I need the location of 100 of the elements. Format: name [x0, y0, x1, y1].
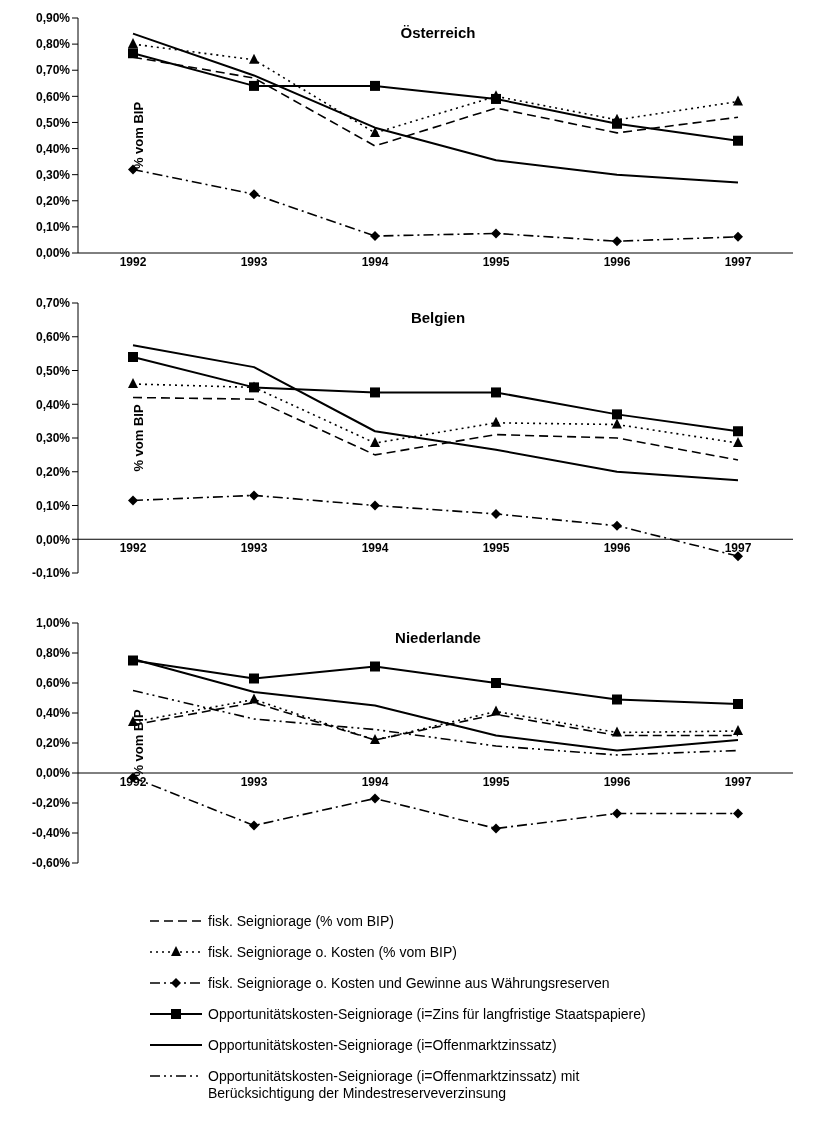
point	[733, 231, 743, 242]
line-series	[132, 344, 739, 482]
y-tick-label: 0,70%	[35, 63, 71, 78]
x-tick-label: 1993	[240, 541, 268, 556]
y-tick-label: 0,10%	[35, 498, 71, 513]
y-tick-label: -0,20%	[31, 796, 71, 811]
y-tick-label: 0,70%	[35, 296, 71, 311]
y-axis-title: % vom BIP	[130, 404, 146, 472]
point	[128, 48, 138, 59]
y-tick-label: 0,00%	[35, 246, 71, 261]
point	[128, 38, 138, 49]
x-tick-label: 1994	[361, 541, 389, 556]
point	[491, 823, 501, 834]
y-tick-label: 0,30%	[35, 167, 71, 182]
y-tick-label: 0,00%	[35, 766, 71, 781]
point	[491, 228, 501, 239]
point	[128, 378, 138, 388]
point	[370, 80, 380, 91]
point	[370, 793, 380, 804]
point	[491, 416, 501, 427]
x-tick-label: 1997	[724, 541, 752, 556]
point	[733, 426, 743, 437]
legend-label: fisk. Seigniorage o. Kosten und Gewinne aus Währungsreserven	[208, 975, 610, 992]
point	[249, 189, 259, 200]
point	[491, 508, 501, 519]
point	[249, 673, 259, 684]
point	[733, 699, 743, 709]
y-tick-label: 0,40%	[35, 141, 71, 156]
y-tick-label: 1,00%	[35, 616, 71, 631]
x-tick-label: 1996	[603, 541, 631, 556]
y-tick-label: 0,40%	[35, 397, 71, 412]
x-tick-label: 1995	[482, 541, 510, 556]
x-tick-label: 1995	[482, 255, 510, 269]
point	[128, 655, 138, 666]
point	[733, 135, 743, 146]
point	[733, 725, 743, 735]
y-tick-label: 0,20%	[35, 194, 71, 209]
x-tick-label: 1997	[724, 255, 752, 269]
y-tick-label: 0,40%	[35, 706, 71, 721]
point	[612, 808, 622, 819]
x-tick-label: 1992	[119, 255, 147, 269]
y-tick-label: 0,80%	[35, 37, 71, 52]
point	[612, 236, 622, 247]
x-tick-label: 1994	[361, 255, 389, 269]
x-tick-label: 1997	[724, 775, 752, 789]
x-tick-label: 1992	[119, 541, 147, 556]
legend-label: fisk. Seigniorage o. Kosten (% vom BIP)	[208, 944, 457, 961]
point	[491, 387, 501, 398]
point	[612, 694, 622, 705]
y-tick-label: 0,20%	[35, 736, 71, 751]
point	[249, 490, 259, 501]
y-tick-label: 0,60%	[35, 330, 71, 345]
chart-title: Niederlande	[395, 629, 481, 646]
chart-title: Belgien	[410, 309, 466, 326]
x-tick-label: 1996	[603, 255, 631, 269]
y-tick-label: 0,00%	[35, 532, 71, 547]
y-tick-label: 0,10%	[35, 220, 71, 235]
point	[733, 95, 743, 106]
point	[612, 118, 622, 129]
point	[612, 409, 622, 420]
y-tick-label: -0,10%	[31, 566, 71, 581]
point	[612, 726, 622, 737]
point	[370, 387, 380, 398]
x-tick-label: 1993	[240, 255, 268, 269]
point	[612, 418, 622, 429]
x-tick-label: 1996	[603, 775, 631, 789]
y-tick-label: 0,60%	[35, 676, 71, 691]
point	[249, 80, 259, 91]
point	[249, 693, 259, 704]
point	[370, 437, 380, 448]
y-tick-label: 0,60%	[35, 89, 71, 104]
y-tick-label: -0,60%	[31, 856, 71, 871]
point	[491, 678, 501, 688]
point	[370, 500, 380, 511]
legend-label: fisk. Seigniorage (% vom BIP)	[208, 913, 394, 930]
point	[733, 551, 743, 562]
y-tick-label: -0,40%	[31, 826, 71, 841]
point	[370, 231, 380, 242]
point	[612, 520, 622, 531]
x-tick-label: 1994	[361, 775, 389, 789]
point	[491, 705, 501, 716]
chart-title: Österreich	[400, 24, 476, 41]
y-tick-label: 0,30%	[35, 431, 71, 446]
y-tick-label: 0,50%	[35, 115, 71, 130]
x-tick-label: 1993	[240, 775, 268, 789]
x-tick-label: 1995	[482, 775, 510, 789]
point	[249, 53, 259, 64]
point	[370, 661, 380, 672]
y-tick-label: 0,20%	[35, 465, 71, 480]
legend-label: Opportunitätskosten-Seigniorage (i=Offenmarktzinssatz) mit Berücksichtigung der Mindestreserveverzinsung	[208, 1068, 581, 1102]
y-axis-title: % vom BIP	[130, 101, 146, 170]
point	[249, 820, 259, 831]
point	[733, 808, 743, 819]
y-tick-label: 0,80%	[35, 646, 71, 661]
y-tick-label: 0,90%	[35, 11, 71, 26]
point	[128, 495, 138, 506]
point	[128, 352, 138, 362]
legend-label: Opportunitätskosten-Seigniorage (i=Zins für langfristige Staatspapiere)	[208, 1006, 646, 1023]
point	[733, 437, 743, 448]
legend-label: Opportunitätskosten-Seigniorage (i=Offenmarktzinssatz)	[208, 1037, 557, 1054]
